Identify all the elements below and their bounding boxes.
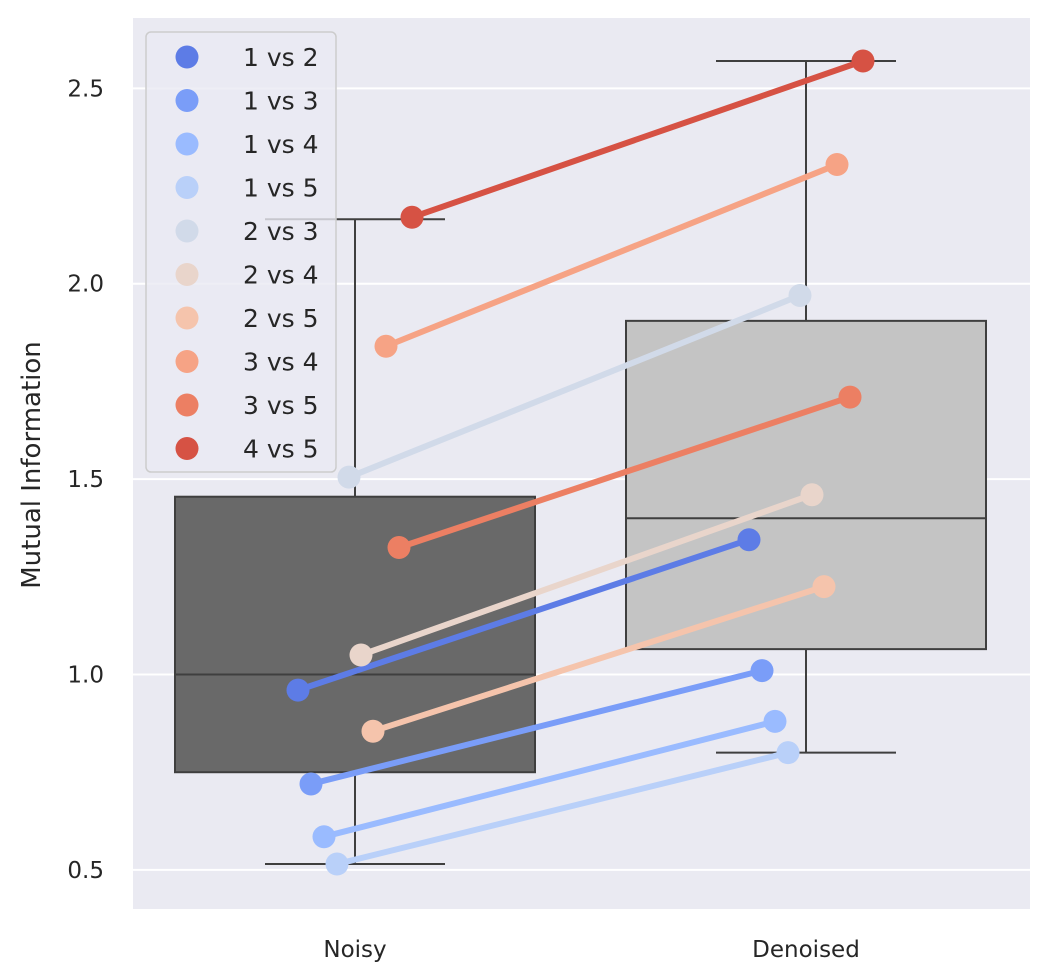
legend-label: 3 vs 4 — [243, 348, 319, 377]
legend-label: 4 vs 5 — [243, 435, 319, 464]
x-tick-labels: Noisy Denoised — [323, 937, 859, 963]
series-2-vs-3 — [337, 283, 812, 489]
series-line — [321, 718, 778, 840]
legend-marker — [175, 437, 199, 460]
legend-label: 2 vs 4 — [243, 261, 319, 290]
legend-marker — [175, 393, 199, 417]
legend-marker — [175, 89, 199, 112]
series-line — [358, 491, 815, 658]
y-axis-label: Mutual Information — [17, 341, 47, 589]
legend-label: 2 vs 3 — [243, 217, 319, 246]
series-point — [361, 719, 385, 743]
series-point — [337, 465, 361, 489]
series-2-vs-5 — [361, 575, 836, 743]
series-3-vs-5 — [387, 385, 862, 560]
legend-marker — [175, 350, 199, 373]
series-point — [737, 528, 761, 552]
legend-marker — [175, 176, 199, 199]
series-point — [286, 678, 310, 702]
series-point — [374, 334, 398, 358]
series-4-vs-5 — [400, 49, 875, 229]
series-line — [370, 583, 827, 735]
series-line — [396, 394, 853, 551]
legend-marker — [175, 263, 199, 286]
series-point — [851, 49, 875, 73]
series-point — [387, 536, 411, 560]
series-point — [349, 643, 373, 667]
series-point — [325, 852, 349, 876]
series-line — [308, 667, 765, 787]
series-point — [776, 741, 800, 765]
legend-marker — [175, 306, 199, 330]
series-point — [838, 385, 862, 409]
series-line — [295, 536, 752, 694]
y-tick-labels: 0.5 1.0 1.5 2.0 2.5 — [67, 76, 104, 884]
y-tick-label: 2.0 — [67, 272, 104, 298]
series-point — [299, 772, 323, 796]
series-point — [763, 709, 787, 733]
series-1-vs-4 — [312, 709, 787, 849]
legend: 1 vs 2 1 vs 3 1 vs 4 1 vs 5 2 vs 3 2 vs 4 2 vs… — [145, 31, 337, 473]
legend-label: 1 vs 5 — [243, 174, 319, 203]
series-line — [409, 57, 866, 221]
series-line — [383, 161, 840, 350]
series-2-vs-4 — [349, 483, 824, 667]
series-lines — [286, 49, 875, 876]
series-point — [788, 283, 812, 307]
series-line — [334, 749, 791, 868]
legend-marker — [175, 45, 199, 69]
legend-label: 2 vs 5 — [243, 304, 319, 333]
y-tick-label: 1.0 — [67, 663, 104, 689]
legend-label: 1 vs 3 — [243, 87, 319, 116]
x-tick-label: Denoised — [752, 937, 860, 963]
series-point — [312, 825, 336, 849]
series-point — [800, 483, 824, 507]
series-1-vs-5 — [325, 741, 800, 876]
legend-marker — [175, 132, 199, 156]
x-tick-label: Noisy — [323, 937, 386, 963]
y-tick-label: 2.5 — [67, 76, 104, 102]
legend-label: 3 vs 5 — [243, 391, 319, 420]
y-tick-label: 1.5 — [67, 467, 104, 493]
legend-marker — [175, 219, 199, 243]
series-point — [812, 575, 836, 599]
legend-label: 1 vs 2 — [243, 43, 319, 72]
series-point — [750, 659, 774, 683]
y-tick-label: 0.5 — [67, 858, 104, 884]
series-point — [825, 153, 849, 177]
legend-label: 1 vs 4 — [243, 130, 319, 159]
box-iqr — [174, 495, 536, 774]
series-line — [346, 292, 803, 481]
series-1-vs-2 — [286, 528, 761, 702]
series-3-vs-4 — [374, 153, 849, 358]
series-1-vs-3 — [299, 659, 774, 796]
series-point — [400, 205, 424, 229]
